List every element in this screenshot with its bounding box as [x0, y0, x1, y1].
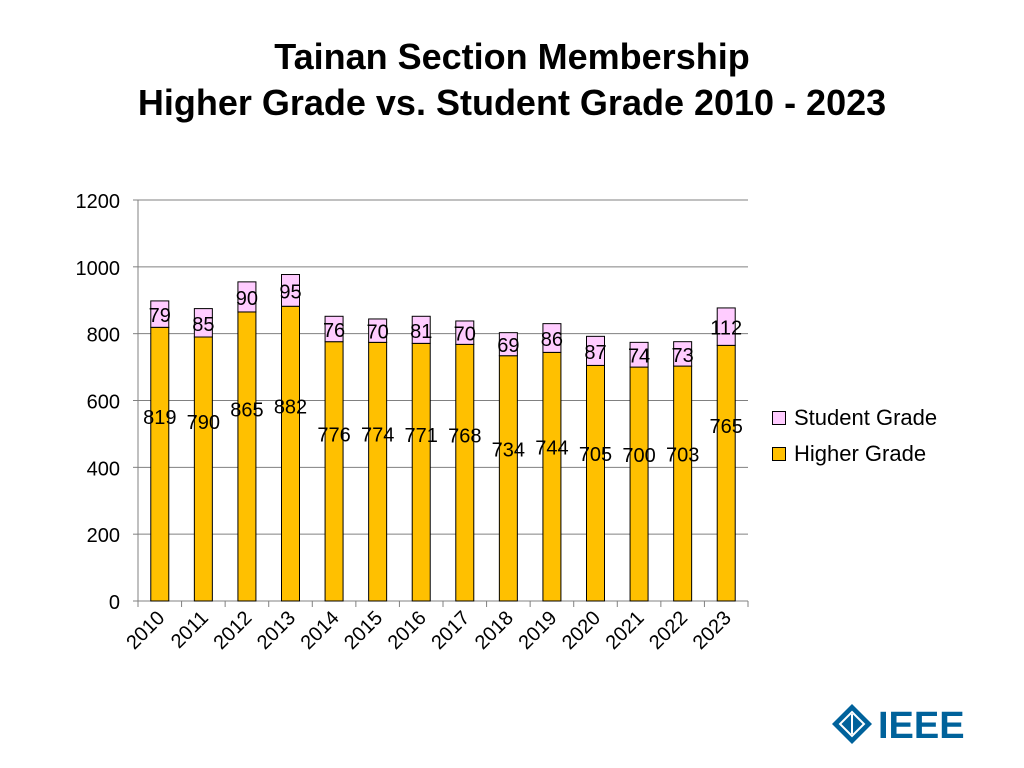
data-label-student-grade: 69: [497, 335, 519, 357]
bar-student-grade: [716, 307, 736, 346]
data-label-higher-grade: 734: [492, 439, 525, 461]
data-label-student-grade: 70: [367, 322, 389, 344]
bar-higher-grade: [629, 366, 649, 602]
bar-student-grade: [673, 341, 693, 367]
y-tick-label: 1200: [76, 191, 121, 213]
y-tick-label: 800: [87, 325, 120, 347]
x-tick-label: 2019: [514, 607, 561, 654]
ieee-logo-icon: IEEE: [832, 704, 965, 747]
data-label-student-grade: 81: [410, 321, 432, 343]
data-label-higher-grade: 790: [187, 412, 220, 434]
x-tick-label: 2010: [122, 607, 169, 654]
x-tick-label: 2018: [471, 607, 518, 654]
bar-student-grade: [324, 315, 344, 343]
legend-label-higher: Higher Grade: [794, 441, 927, 466]
x-tick-label: 2022: [645, 607, 692, 654]
bar-higher-grade: [673, 365, 693, 602]
legend-item-student: Student Grade: [772, 400, 937, 436]
data-label-higher-grade: 765: [710, 416, 743, 438]
data-label-higher-grade: 705: [579, 444, 612, 466]
legend-item-higher: Higher Grade: [772, 436, 937, 472]
x-tick-label: 2013: [253, 607, 300, 654]
data-label-student-grade: 74: [628, 346, 650, 368]
ieee-logo: IEEE: [828, 700, 973, 750]
bar-student-grade: [281, 274, 300, 307]
bar-higher-grade: [368, 341, 388, 602]
y-tick-label: 600: [87, 392, 120, 414]
bar-higher-grade: [150, 326, 170, 602]
bar-higher-grade: [281, 305, 300, 602]
legend-swatch-higher: [772, 447, 786, 461]
data-label-higher-grade: 819: [143, 407, 176, 429]
x-tick-label: 2014: [297, 607, 344, 654]
x-tick-label: 2012: [209, 607, 256, 654]
bar-higher-grade: [324, 341, 344, 602]
data-label-student-grade: 90: [236, 288, 258, 310]
x-tick-label: 2015: [340, 607, 387, 654]
data-label-higher-grade: 776: [317, 424, 350, 446]
y-tick-label: 400: [87, 458, 120, 480]
logo-text: IEEE: [878, 705, 965, 747]
data-label-higher-grade: 882: [274, 397, 307, 419]
legend-label-student: Student Grade: [794, 405, 938, 430]
title-line-1: Tainan Section Membership: [274, 36, 750, 77]
title-line-2: Higher Grade vs. Student Grade 2010 - 20…: [137, 82, 887, 123]
bar-student-grade: [411, 315, 431, 344]
legend-swatch-student: [772, 411, 786, 425]
bar-student-grade: [498, 332, 518, 357]
data-label-student-grade: 87: [584, 342, 606, 364]
data-label-higher-grade: 771: [405, 425, 438, 447]
bar-higher-grade: [716, 344, 736, 602]
data-label-student-grade: 76: [323, 320, 345, 342]
bar-higher-grade: [237, 311, 257, 602]
x-tick-label: 2017: [427, 607, 474, 654]
y-tick-label: 1000: [76, 258, 121, 280]
bar-student-grade: [586, 335, 605, 366]
bar-higher-grade: [455, 343, 475, 602]
chart-title: Tainan Section Membership Higher Grade v…: [0, 34, 1024, 126]
data-label-higher-grade: 768: [448, 426, 481, 448]
data-label-student-grade: 85: [192, 314, 214, 336]
bar-student-grade: [237, 281, 257, 313]
data-label-student-grade: 79: [149, 305, 171, 327]
y-tick-label: 200: [87, 525, 120, 547]
bar-higher-grade: [498, 355, 518, 602]
bar-student-grade: [629, 341, 649, 368]
x-tick-label: 2020: [558, 607, 605, 654]
data-label-higher-grade: 774: [361, 425, 394, 447]
legend: Student Grade Higher Grade: [772, 400, 937, 472]
bar-student-grade: [455, 320, 475, 345]
bar-higher-grade: [542, 351, 562, 602]
x-tick-label: 2023: [689, 607, 736, 654]
y-tick-label: 0: [109, 592, 120, 614]
data-label-higher-grade: 865: [230, 399, 263, 421]
bar-student-grade: [193, 308, 213, 338]
data-label-student-grade: 73: [672, 345, 694, 367]
x-tick-label: 2021: [602, 607, 649, 654]
data-label-student-grade: 70: [454, 324, 476, 346]
bar-student-grade: [542, 323, 562, 353]
data-label-student-grade: 112: [710, 318, 742, 340]
data-label-student-grade: 95: [279, 281, 301, 303]
data-label-student-grade: 86: [541, 329, 563, 351]
bar-higher-grade: [193, 336, 213, 602]
data-label-higher-grade: 700: [622, 445, 655, 467]
x-tick-label: 2016: [384, 607, 431, 654]
data-label-higher-grade: 703: [666, 445, 699, 467]
data-label-higher-grade: 744: [535, 438, 568, 460]
bar-higher-grade: [411, 342, 431, 602]
bar-student-grade: [150, 300, 170, 328]
bar-student-grade: [368, 318, 388, 343]
bar-higher-grade: [586, 364, 605, 602]
x-tick-label: 2011: [167, 607, 213, 653]
